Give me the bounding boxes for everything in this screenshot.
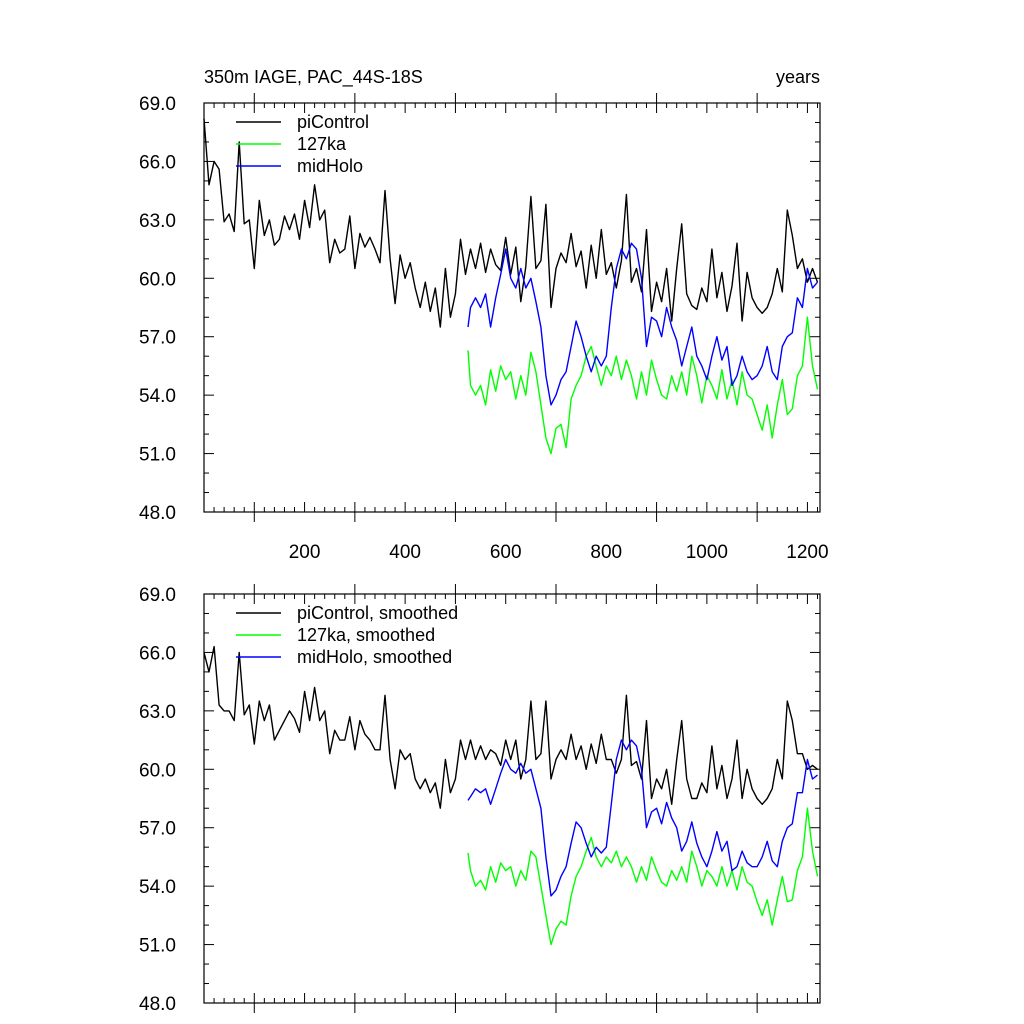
series-line-127ka [467,807,819,946]
y-tick-label: 66.0 [139,643,176,664]
y-tick-label: 60.0 [139,269,176,290]
y-tick-label: 63.0 [139,211,176,232]
x-tick-label: 200 [289,542,321,563]
x-tick-label: 800 [590,542,622,563]
series-line-127ka [467,316,819,455]
y-tick-label: 69.0 [139,585,176,606]
y-tick-label: 60.0 [139,760,176,781]
chart-units: years [776,67,820,87]
y-tick-label: 69.0 [139,94,176,115]
y-tick-label: 63.0 [139,702,176,723]
series-line-midHolo [467,739,818,897]
series-line-piControl [203,118,819,328]
x-tick-label: 1000 [686,542,728,563]
y-tick-label: 48.0 [139,503,176,524]
legend-label: 127ka, smoothed [297,625,435,645]
legend-label: piControl [297,112,369,132]
y-tick-label: 66.0 [139,152,176,173]
y-tick-label: 57.0 [139,328,176,349]
top-panel: 48.0 51.0 54.0 57.0 60.0 63.0 66.0 69.0 200 400 60… [139,93,829,563]
chart-title: 350m IAGE, PAC_44S-18S [204,67,423,88]
series-line-midHolo [467,242,819,406]
legend-label: midHolo [297,156,363,176]
x-tick-label: 400 [389,542,421,563]
y-tick-label: 48.0 [139,994,176,1015]
plot-frame [203,593,821,1004]
y-tick-label: 54.0 [139,877,176,898]
x-tick-label: 1200 [786,542,828,563]
y-tick-label: 57.0 [139,819,176,840]
x-tick-label: 600 [490,542,522,563]
legend-label: midHolo, smoothed [297,647,452,667]
y-tick-label: 51.0 [139,445,176,466]
plot-frame [203,102,821,513]
legend-label: piControl, smoothed [297,603,458,623]
legend-label: 127ka [297,134,347,154]
y-tick-label: 54.0 [139,386,176,407]
series-line-piControl [203,645,818,809]
bottom-panel: 48.0 51.0 54.0 57.0 60.0 63.0 66.0 69.0 piContro… [139,584,821,1015]
y-tick-label: 51.0 [139,936,176,957]
